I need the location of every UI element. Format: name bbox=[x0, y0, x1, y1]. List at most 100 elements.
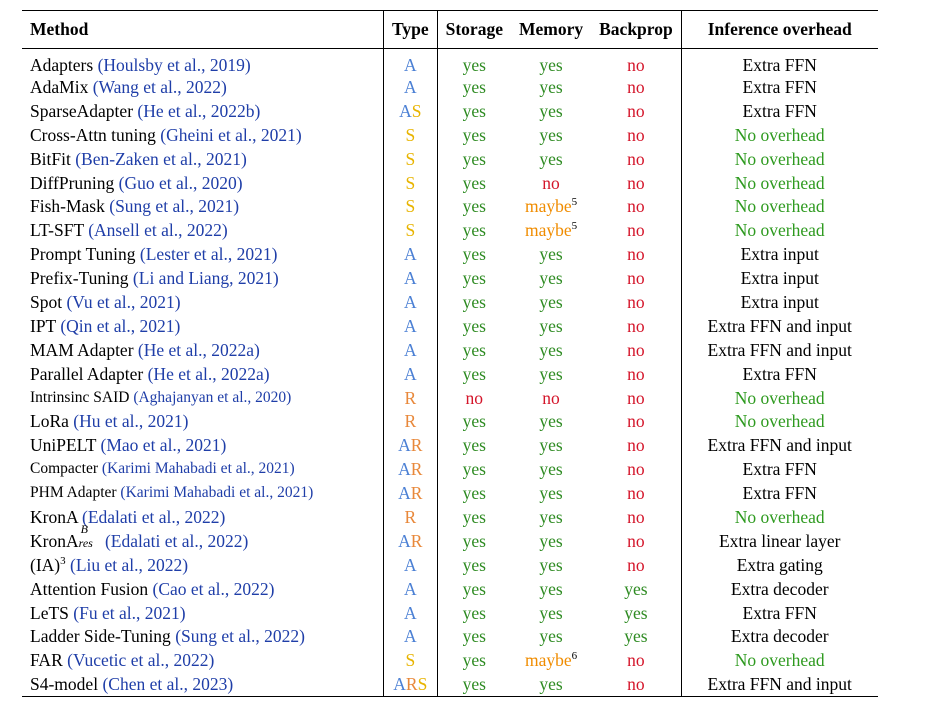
backprop-value: no bbox=[627, 554, 645, 575]
citation-link[interactable]: (Li and Liang, 2021) bbox=[132, 268, 279, 289]
storage-value: no bbox=[465, 387, 484, 408]
memory-cell: yes bbox=[511, 433, 591, 457]
type-cell: A bbox=[383, 552, 438, 577]
method-name: Prompt Tuning bbox=[30, 244, 136, 265]
citation-link[interactable]: (Houlsby et al., 2019) bbox=[97, 55, 251, 75]
backprop-value: no bbox=[627, 387, 645, 408]
method-name: KronA bbox=[30, 506, 78, 527]
citation-link[interactable]: (Cao et al., 2022) bbox=[152, 578, 275, 599]
method-name: Adapters bbox=[30, 55, 94, 75]
citation-link[interactable]: (Guo et al., 2020) bbox=[118, 172, 243, 193]
citation-link[interactable]: (Liu et al., 2022) bbox=[70, 554, 189, 575]
storage-value: yes bbox=[462, 244, 486, 265]
memory-value: maybe bbox=[524, 196, 572, 217]
citation-link[interactable]: (Karimi Mahabadi et al., 2021) bbox=[101, 460, 295, 478]
citation-link[interactable]: (Aghajanyan et al., 2020) bbox=[133, 388, 292, 406]
inference-overhead-cell: No overhead bbox=[680, 122, 878, 147]
backprop-cell: no bbox=[591, 99, 681, 123]
citation-link[interactable]: (Karimi Mahabadi et al., 2021) bbox=[120, 484, 314, 502]
citation-link[interactable]: (He et al., 2022a) bbox=[137, 339, 260, 360]
memory-value: yes bbox=[539, 291, 563, 312]
table-row: Compacter (Karimi Mahabadi et al., 2021)… bbox=[22, 457, 878, 482]
inference-overhead-value: Extra decoder bbox=[730, 626, 829, 647]
storage-value: yes bbox=[462, 315, 486, 336]
citation-link[interactable]: (Edalati et al., 2022) bbox=[104, 530, 249, 551]
memory-cell: yes bbox=[511, 147, 591, 171]
citation-link[interactable]: (Ansell et al., 2022) bbox=[88, 220, 228, 241]
type-cell: A bbox=[383, 48, 438, 75]
storage-value: yes bbox=[462, 76, 486, 97]
type-cell: A bbox=[383, 75, 438, 99]
inference-overhead-value: Extra FFN bbox=[742, 76, 817, 97]
inference-overhead-value: No overhead bbox=[734, 148, 825, 169]
citation-link[interactable]: (Vucetic et al., 2022) bbox=[67, 650, 215, 671]
storage-value: yes bbox=[462, 172, 486, 193]
citation-link[interactable]: (Fu et al., 2021) bbox=[73, 602, 186, 623]
citation-link[interactable]: (Vu et al., 2021) bbox=[66, 291, 181, 312]
storage-value: yes bbox=[462, 602, 486, 623]
type-letter: A bbox=[403, 626, 417, 647]
footnote-marker: 5 bbox=[571, 196, 578, 209]
citation-link[interactable]: (Lester et al., 2021) bbox=[139, 244, 278, 265]
citation-link[interactable]: (Qin et al., 2021) bbox=[60, 315, 181, 336]
citation-link[interactable]: (Gheini et al., 2021) bbox=[160, 124, 302, 145]
type-value: S bbox=[405, 650, 415, 670]
citation-link[interactable]: (Ben-Zaken et al., 2021) bbox=[75, 148, 247, 169]
type-letter: S bbox=[405, 124, 416, 145]
type-cell: R bbox=[383, 385, 438, 410]
inference-overhead-cell: Extra FFN bbox=[680, 457, 878, 482]
citation-link[interactable]: (Edalati et al., 2022) bbox=[82, 506, 226, 527]
citation-link[interactable]: (Hu et al., 2021) bbox=[73, 411, 189, 432]
memory-cell: yes bbox=[511, 314, 591, 338]
memory-cell: yes bbox=[511, 99, 591, 123]
backprop-value: no bbox=[627, 148, 645, 169]
citation-link[interactable]: (He et al., 2022b) bbox=[137, 100, 261, 121]
memory-cell: yes bbox=[511, 601, 591, 625]
citation-link[interactable]: (He et al., 2022a) bbox=[147, 363, 270, 384]
citation-link[interactable]: (Mao et al., 2021) bbox=[100, 435, 227, 456]
memory-value: yes bbox=[539, 483, 563, 504]
type-value: R bbox=[404, 388, 416, 408]
memory-value: yes bbox=[539, 506, 563, 527]
backprop-cell: no bbox=[591, 171, 681, 195]
table-row: UniPELT (Mao et al., 2021) AR yes yes no Extr… bbox=[22, 433, 878, 458]
type-cell: S bbox=[383, 146, 438, 171]
backprop-value: no bbox=[627, 483, 645, 504]
method-cell: LT-SFT (Ansell et al., 2022) bbox=[22, 218, 384, 242]
type-value: S bbox=[405, 196, 415, 216]
type-value: S bbox=[405, 220, 415, 240]
method-cell: LoRa (Hu et al., 2021) bbox=[22, 409, 384, 433]
inference-overhead-cell: Extra input bbox=[680, 290, 878, 314]
backprop-value: no bbox=[627, 244, 645, 265]
type-value: A bbox=[404, 626, 417, 646]
backprop-value: no bbox=[627, 291, 645, 312]
method-name-exponent: 3 bbox=[60, 554, 66, 567]
inference-overhead-cell: Extra decoder bbox=[680, 576, 878, 601]
inference-overhead-value: No overhead bbox=[734, 650, 825, 671]
backprop-value: no bbox=[627, 220, 645, 241]
citation-link[interactable]: (Sung et al., 2022) bbox=[175, 626, 305, 647]
memory-cell: yes bbox=[511, 290, 591, 314]
type-letter: R bbox=[404, 506, 417, 527]
type-letter: R bbox=[410, 530, 423, 551]
citation-link[interactable]: (Wang et al., 2022) bbox=[92, 76, 227, 97]
storage-cell: no bbox=[436, 385, 511, 410]
header-inference-overhead: Inference overhead bbox=[680, 10, 878, 49]
storage-value: yes bbox=[462, 411, 486, 432]
method-name: S4-model bbox=[30, 673, 99, 694]
type-value: R bbox=[404, 411, 416, 431]
storage-cell: yes bbox=[436, 528, 511, 553]
citation-link[interactable]: (Sung et al., 2021) bbox=[109, 196, 240, 217]
inference-overhead-cell: Extra FFN bbox=[680, 481, 878, 506]
storage-cell: yes bbox=[436, 194, 511, 219]
type-value: S bbox=[405, 173, 415, 193]
method-cell: PHM Adapter (Karimi Mahabadi et al., 202… bbox=[22, 481, 384, 505]
type-value: AR bbox=[398, 435, 422, 455]
memory-cell: yes bbox=[511, 123, 591, 147]
type-value: AR bbox=[398, 459, 422, 479]
citation-link[interactable]: (Chen et al., 2023) bbox=[102, 673, 234, 694]
method-cell: Intrinsinc SAID (Aghajanyan et al., 2020… bbox=[22, 386, 384, 410]
